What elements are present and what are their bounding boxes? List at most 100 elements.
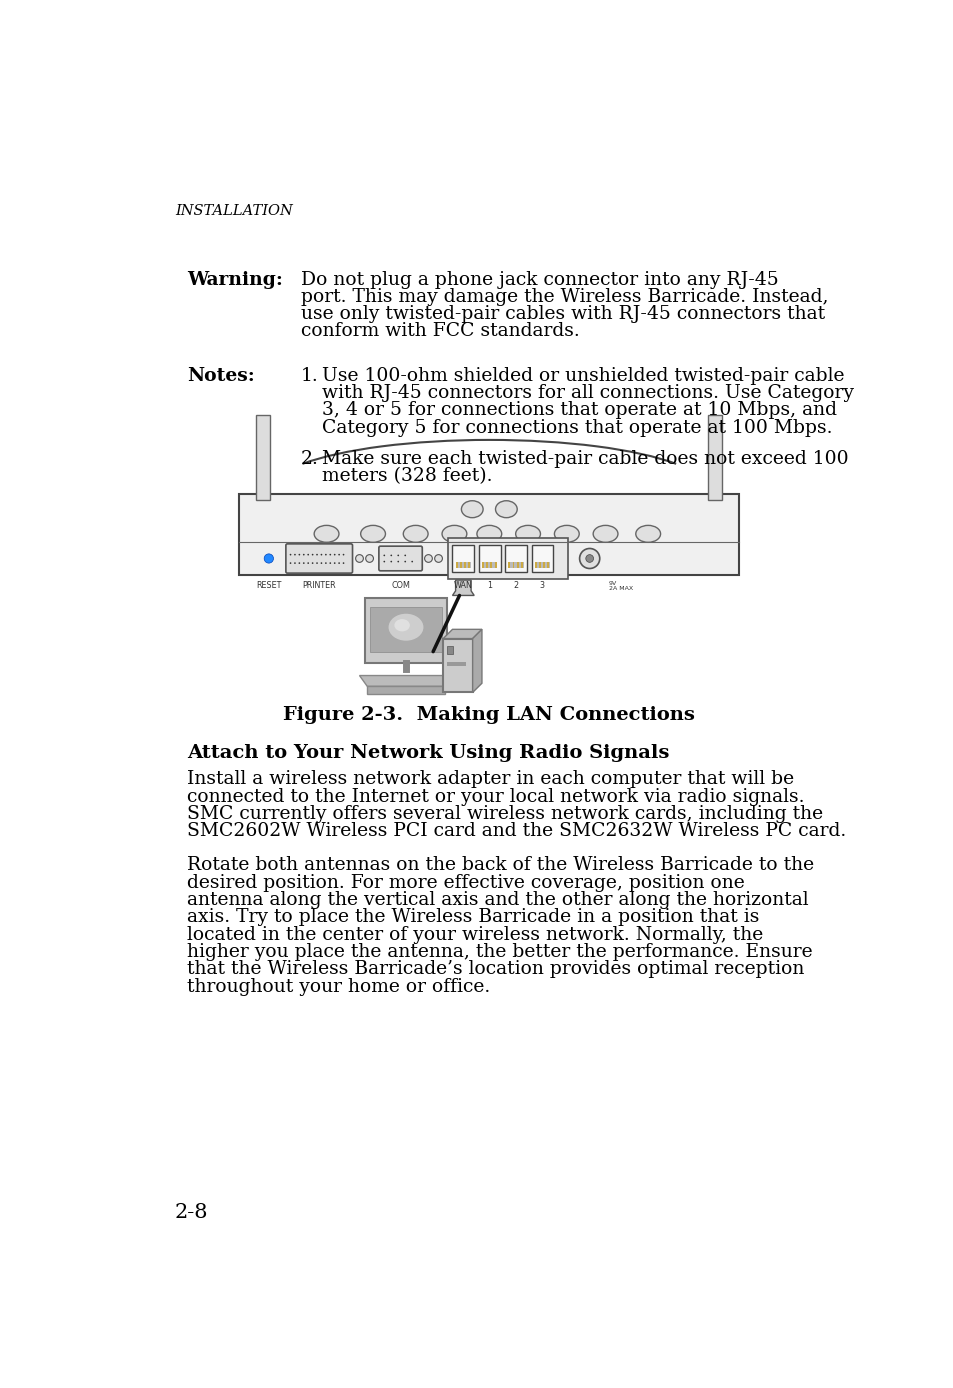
Text: 9V
2A MAX: 9V 2A MAX: [608, 580, 633, 591]
Ellipse shape: [424, 555, 432, 562]
Ellipse shape: [315, 554, 317, 555]
Text: RESET: RESET: [255, 580, 281, 590]
Bar: [495, 562, 497, 569]
Text: conform with FCC standards.: conform with FCC standards.: [300, 322, 578, 340]
FancyBboxPatch shape: [365, 598, 446, 663]
Ellipse shape: [435, 555, 442, 562]
Ellipse shape: [298, 554, 300, 555]
Ellipse shape: [303, 554, 304, 555]
Bar: [481, 562, 497, 569]
Text: 2.: 2.: [300, 450, 318, 468]
Polygon shape: [367, 686, 444, 694]
Bar: [443, 638, 472, 693]
Text: 3, 4 or 5 for connections that operate at 10 Mbps, and: 3, 4 or 5 for connections that operate a…: [322, 401, 837, 419]
Bar: [447, 662, 466, 665]
Ellipse shape: [404, 555, 406, 557]
Bar: [486, 562, 488, 569]
Ellipse shape: [338, 562, 339, 564]
Ellipse shape: [383, 561, 385, 562]
Ellipse shape: [411, 561, 413, 562]
Text: Notes:: Notes:: [187, 366, 254, 384]
Bar: [490, 562, 492, 569]
Bar: [534, 562, 536, 569]
Ellipse shape: [338, 554, 339, 555]
Ellipse shape: [303, 562, 304, 564]
Bar: [508, 562, 510, 569]
Text: Warning:: Warning:: [187, 271, 282, 289]
Ellipse shape: [342, 562, 344, 564]
Ellipse shape: [315, 562, 317, 564]
FancyBboxPatch shape: [239, 494, 739, 575]
Text: that the Wireless Barricade’s location provides optimal reception: that the Wireless Barricade’s location p…: [187, 960, 803, 979]
Bar: [447, 647, 453, 654]
Polygon shape: [452, 580, 474, 595]
Ellipse shape: [579, 548, 599, 569]
Ellipse shape: [461, 501, 482, 518]
Bar: [520, 562, 522, 569]
Bar: [447, 539, 567, 579]
Ellipse shape: [320, 554, 322, 555]
Text: antenna along the vertical axis and the other along the horizontal: antenna along the vertical axis and the …: [187, 891, 807, 909]
Text: Figure 2-3.  Making LAN Connections: Figure 2-3. Making LAN Connections: [283, 705, 694, 723]
Ellipse shape: [320, 562, 322, 564]
Polygon shape: [443, 629, 481, 638]
Ellipse shape: [294, 554, 295, 555]
Text: Category 5 for connections that operate at 100 Mbps.: Category 5 for connections that operate …: [322, 419, 832, 437]
Bar: [456, 562, 457, 569]
Ellipse shape: [394, 619, 410, 632]
Ellipse shape: [383, 555, 385, 557]
Ellipse shape: [329, 562, 331, 564]
Ellipse shape: [334, 562, 335, 564]
Bar: [468, 562, 470, 569]
Text: with RJ-45 connectors for all connections. Use Category: with RJ-45 connectors for all connection…: [322, 384, 853, 403]
Text: 1: 1: [487, 580, 492, 590]
Text: COM: COM: [391, 580, 410, 590]
Text: 2: 2: [513, 580, 518, 590]
Ellipse shape: [290, 562, 291, 564]
Ellipse shape: [298, 562, 300, 564]
Text: Attach to Your Network Using Radio Signals: Attach to Your Network Using Radio Signa…: [187, 744, 668, 762]
Bar: [459, 562, 461, 569]
Ellipse shape: [314, 526, 338, 543]
Polygon shape: [359, 676, 452, 686]
Bar: [370, 607, 441, 652]
Text: Use 100-ohm shielded or unshielded twisted-pair cable: Use 100-ohm shielded or unshielded twist…: [322, 366, 844, 384]
Ellipse shape: [585, 555, 593, 562]
Ellipse shape: [360, 526, 385, 543]
Ellipse shape: [388, 613, 423, 641]
Bar: [452, 544, 474, 572]
Bar: [481, 562, 483, 569]
Ellipse shape: [325, 554, 326, 555]
Text: INSTALLATION: INSTALLATION: [174, 204, 293, 218]
Bar: [531, 544, 553, 572]
Ellipse shape: [290, 554, 291, 555]
Bar: [707, 415, 721, 500]
Ellipse shape: [325, 562, 326, 564]
Text: throughout your home or office.: throughout your home or office.: [187, 977, 490, 995]
Text: Rotate both antennas on the back of the Wireless Barricade to the: Rotate both antennas on the back of the …: [187, 856, 813, 874]
Bar: [505, 544, 526, 572]
Ellipse shape: [294, 562, 295, 564]
Ellipse shape: [495, 501, 517, 518]
Ellipse shape: [516, 526, 540, 543]
Ellipse shape: [404, 561, 406, 562]
Ellipse shape: [635, 526, 659, 543]
Bar: [456, 562, 471, 569]
Text: SMC currently offers several wireless network cards, including the: SMC currently offers several wireless ne…: [187, 805, 821, 823]
Ellipse shape: [390, 555, 392, 557]
Ellipse shape: [441, 526, 466, 543]
Text: SMC2602W Wireless PCI card and the SMC2632W Wireless PC card.: SMC2602W Wireless PCI card and the SMC26…: [187, 822, 845, 840]
Bar: [478, 544, 500, 572]
Text: PRINTER: PRINTER: [302, 580, 335, 590]
Ellipse shape: [342, 554, 344, 555]
Ellipse shape: [334, 554, 335, 555]
Text: axis. Try to place the Wireless Barricade in a position that is: axis. Try to place the Wireless Barricad…: [187, 909, 759, 926]
Ellipse shape: [329, 554, 331, 555]
Text: desired position. For more effective coverage, position one: desired position. For more effective cov…: [187, 874, 743, 892]
Ellipse shape: [307, 562, 309, 564]
Text: connected to the Internet or your local network via radio signals.: connected to the Internet or your local …: [187, 787, 803, 805]
Ellipse shape: [355, 555, 363, 562]
Bar: [464, 562, 466, 569]
Ellipse shape: [476, 526, 501, 543]
Ellipse shape: [307, 554, 309, 555]
